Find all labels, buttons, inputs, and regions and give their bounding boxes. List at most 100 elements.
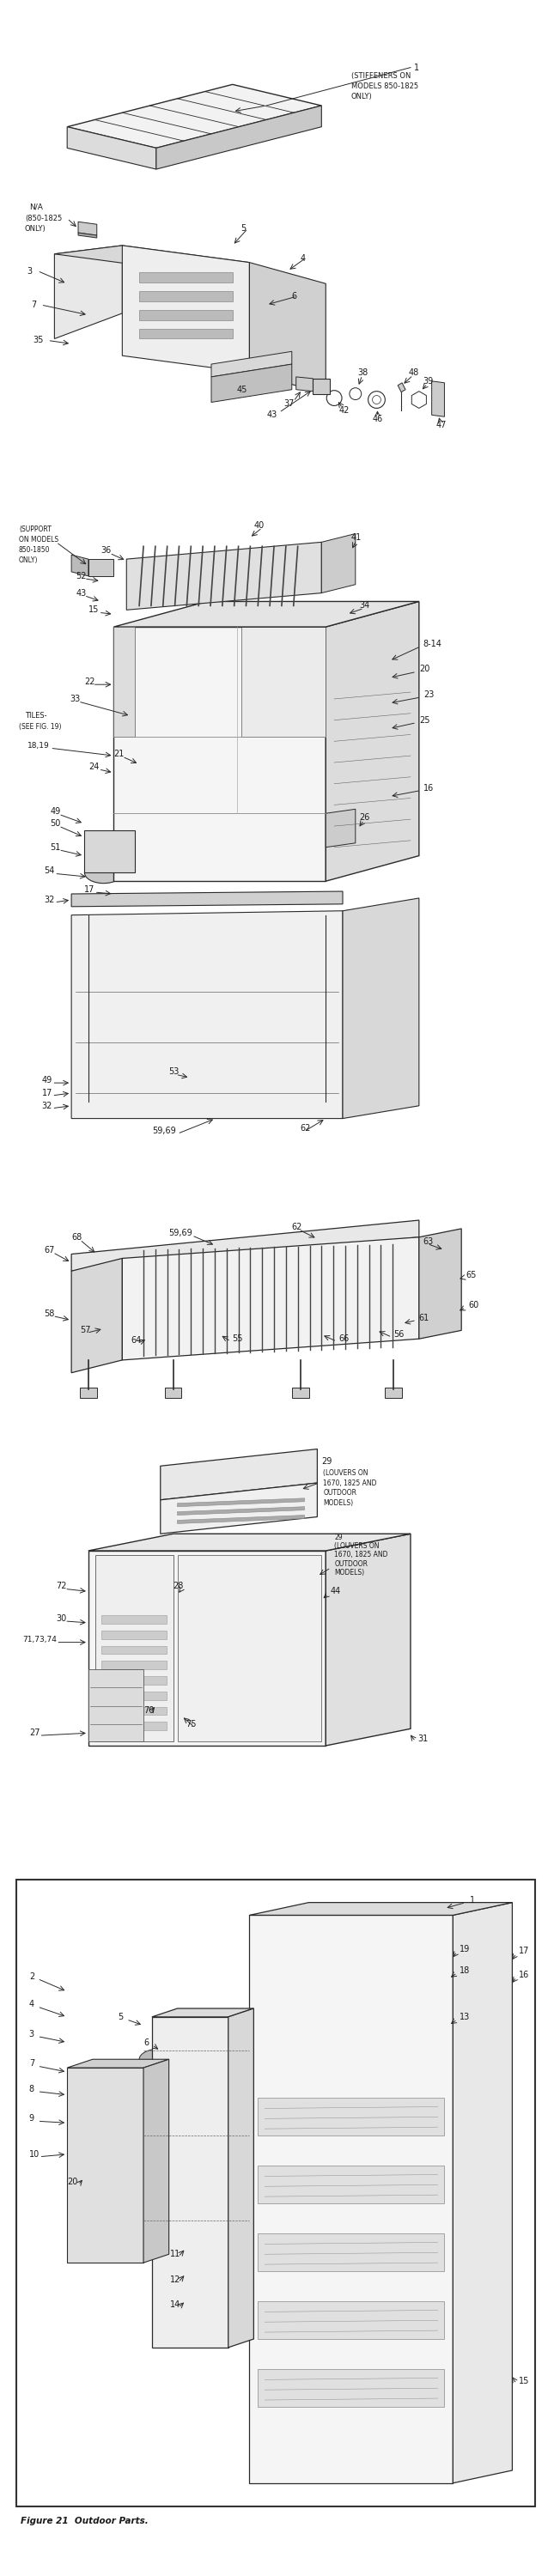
Polygon shape [313,379,330,394]
Text: N/A: N/A [29,204,43,211]
Text: 65: 65 [466,1270,476,1280]
Ellipse shape [411,1262,444,1296]
Text: 19: 19 [460,1945,470,1953]
Polygon shape [249,1914,453,2483]
Text: 32: 32 [42,1103,53,1110]
Text: 35: 35 [33,335,44,345]
Polygon shape [292,1388,309,1399]
Polygon shape [249,263,326,394]
Text: 7: 7 [30,301,36,309]
Text: 67: 67 [44,1247,55,1255]
Text: 32: 32 [44,896,55,904]
Polygon shape [78,232,97,237]
Text: 20: 20 [419,665,430,672]
Polygon shape [152,2009,254,2017]
Text: 75: 75 [186,1721,197,1728]
Polygon shape [71,1221,419,1270]
Text: 1: 1 [470,1896,475,1904]
Text: 52: 52 [76,572,86,580]
Polygon shape [156,106,321,170]
Polygon shape [84,829,135,873]
Text: 61: 61 [419,1314,429,1321]
Text: 10: 10 [29,2151,39,2159]
Text: 50: 50 [50,819,61,827]
Polygon shape [161,1484,317,1533]
Polygon shape [101,1646,166,1654]
Text: 31: 31 [417,1734,428,1744]
Text: 1670, 1825 AND: 1670, 1825 AND [323,1479,377,1486]
Text: 46: 46 [372,415,383,422]
Text: (STIFFENERS ON: (STIFFENERS ON [351,72,411,80]
Polygon shape [398,384,406,392]
Text: 68: 68 [71,1234,82,1242]
Text: 57: 57 [80,1327,91,1334]
Polygon shape [101,1721,166,1731]
Text: 18,19: 18,19 [27,742,49,750]
Polygon shape [95,1556,173,1741]
Text: Figure 21  Outdoor Parts.: Figure 21 Outdoor Parts. [20,2517,148,2524]
Text: 58: 58 [44,1309,55,1319]
Polygon shape [165,1388,182,1399]
Text: 14: 14 [170,2300,180,2308]
Text: 29: 29 [321,1458,332,1466]
Polygon shape [101,1692,166,1700]
Text: (850-1825: (850-1825 [25,214,62,222]
Text: 70: 70 [143,1705,154,1716]
Polygon shape [432,381,444,417]
Polygon shape [101,1662,166,1669]
Text: 17: 17 [84,886,95,894]
Polygon shape [177,1507,305,1515]
Text: 16: 16 [519,1971,530,1978]
Text: 49: 49 [42,1077,52,1084]
Text: 34: 34 [360,600,370,611]
Polygon shape [241,626,326,737]
Polygon shape [177,1556,321,1741]
Text: 17: 17 [519,1947,530,1955]
Text: 43: 43 [266,410,277,420]
Polygon shape [211,363,292,402]
Text: 24: 24 [88,762,99,770]
Polygon shape [88,559,114,577]
Text: 15: 15 [88,605,99,613]
Polygon shape [326,1533,411,1747]
Text: 45: 45 [237,386,247,394]
Polygon shape [419,1229,461,1340]
Text: 20: 20 [67,2177,78,2187]
Text: 41: 41 [351,533,362,541]
Text: ON MODELS: ON MODELS [19,536,59,544]
Polygon shape [71,891,343,907]
Polygon shape [122,1236,419,1360]
Text: 3: 3 [27,268,33,276]
Polygon shape [258,2097,444,2136]
Polygon shape [152,2017,228,2347]
Bar [491,2038,510,2069]
Polygon shape [211,350,292,376]
Polygon shape [326,600,419,881]
Text: 1: 1 [414,64,419,72]
Polygon shape [139,273,233,283]
Polygon shape [114,600,419,626]
Text: 62: 62 [292,1224,302,1231]
Polygon shape [114,626,135,737]
Text: 33: 33 [70,696,80,703]
Text: 12: 12 [170,2275,181,2285]
Circle shape [224,1615,249,1641]
Text: 37: 37 [283,399,294,407]
Text: ONLY): ONLY) [19,556,38,564]
Text: 54: 54 [44,866,55,876]
Text: 60: 60 [468,1301,479,1309]
Polygon shape [139,309,233,319]
Text: 53: 53 [169,1066,179,1077]
Text: 11: 11 [170,2249,180,2259]
Text: 48: 48 [409,368,419,376]
Text: 3: 3 [29,2030,34,2038]
Text: ONLY): ONLY) [351,93,372,100]
Polygon shape [101,1615,166,1623]
Polygon shape [161,1450,317,1499]
Text: 4: 4 [29,1999,34,2009]
Ellipse shape [139,2048,182,2071]
Text: 71,73,74: 71,73,74 [22,1636,57,1643]
Text: 49: 49 [50,806,61,817]
Text: 27: 27 [29,1728,40,1736]
Polygon shape [54,245,122,337]
